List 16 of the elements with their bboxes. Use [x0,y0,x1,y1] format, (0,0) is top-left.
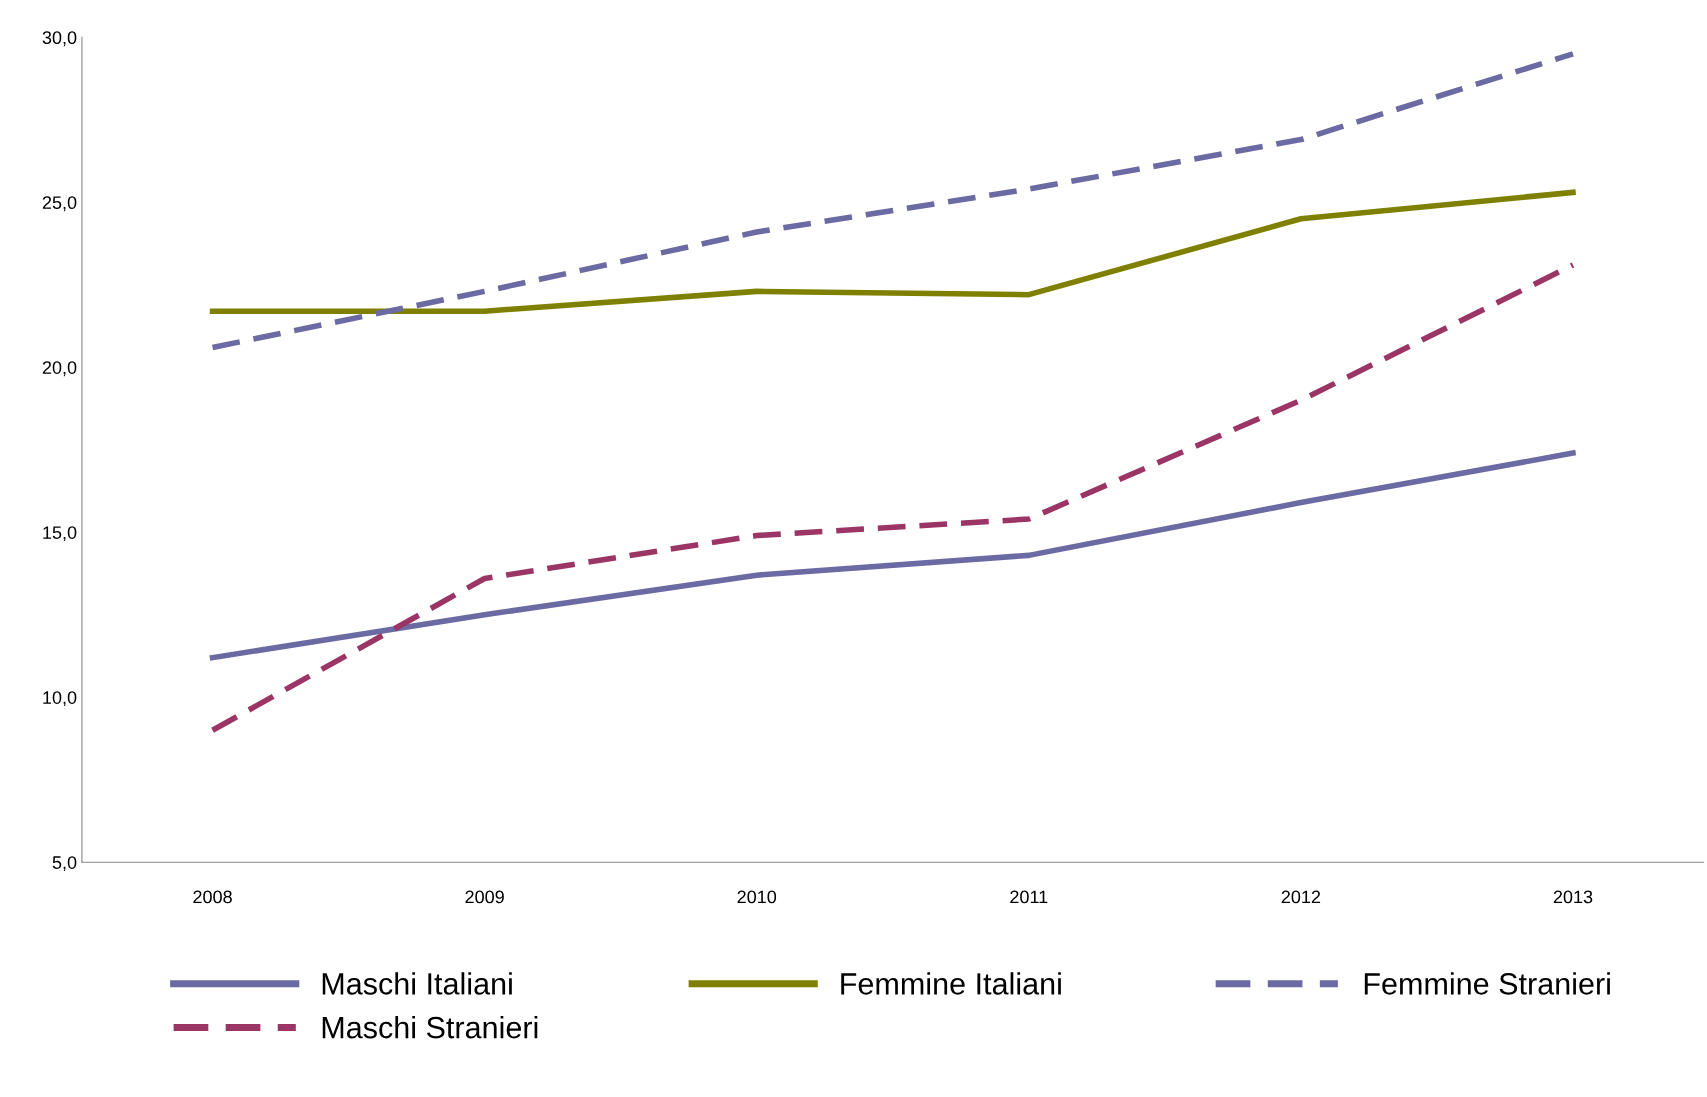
x-tick-label: 2011 [1010,890,1048,904]
x-tick-label: 2013 [1553,890,1593,904]
legend-label: Femmine Italiani [841,972,1061,995]
y-tick-label: 15,0 [43,526,77,542]
x-tick-label: 2010 [737,890,777,904]
legend-label: Femmine Stranieri [1364,972,1610,995]
x-tick-label: 2012 [1281,890,1321,904]
y-tick-label: 25,0 [42,196,77,212]
y-tick-label: 5,0 [52,856,77,872]
y-tick-label: 20,0 [42,361,77,377]
legend-label: Maschi Italiani [322,972,512,995]
x-tick-label: 2008 [193,890,232,904]
x-tick-label: 2009 [465,890,504,904]
y-tick-label: 10,0 [43,691,77,707]
legend-label: Maschi Stranieri [322,1016,538,1039]
y-tick-label: 30,0 [42,31,77,47]
